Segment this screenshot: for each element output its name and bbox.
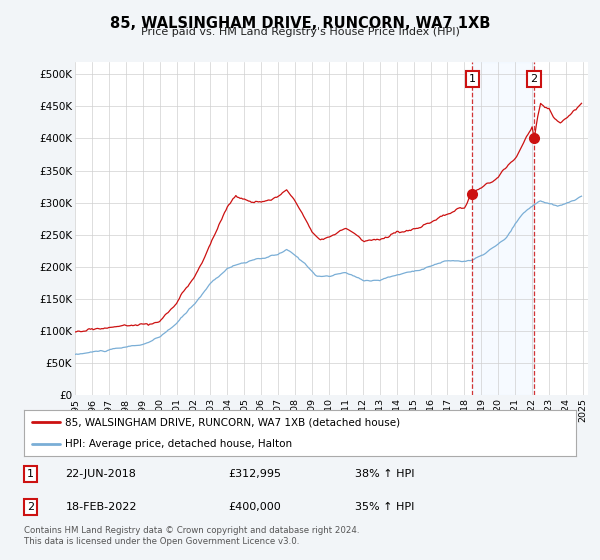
- Text: 2: 2: [530, 74, 538, 84]
- Text: 35% ↑ HPI: 35% ↑ HPI: [355, 502, 415, 512]
- Text: 2: 2: [27, 502, 34, 512]
- Text: 85, WALSINGHAM DRIVE, RUNCORN, WA7 1XB (detached house): 85, WALSINGHAM DRIVE, RUNCORN, WA7 1XB (…: [65, 417, 401, 427]
- Text: 22-JUN-2018: 22-JUN-2018: [65, 469, 136, 479]
- Text: £400,000: £400,000: [228, 502, 281, 512]
- Text: Contains HM Land Registry data © Crown copyright and database right 2024.
This d: Contains HM Land Registry data © Crown c…: [24, 526, 359, 546]
- Text: 38% ↑ HPI: 38% ↑ HPI: [355, 469, 415, 479]
- Text: 85, WALSINGHAM DRIVE, RUNCORN, WA7 1XB: 85, WALSINGHAM DRIVE, RUNCORN, WA7 1XB: [110, 16, 490, 31]
- Text: £312,995: £312,995: [228, 469, 281, 479]
- Text: 1: 1: [27, 469, 34, 479]
- Text: Price paid vs. HM Land Registry's House Price Index (HPI): Price paid vs. HM Land Registry's House …: [140, 27, 460, 37]
- Text: 1: 1: [469, 74, 476, 84]
- Text: 18-FEB-2022: 18-FEB-2022: [65, 502, 137, 512]
- Bar: [472, 62, 534, 395]
- Text: HPI: Average price, detached house, Halton: HPI: Average price, detached house, Halt…: [65, 440, 293, 450]
